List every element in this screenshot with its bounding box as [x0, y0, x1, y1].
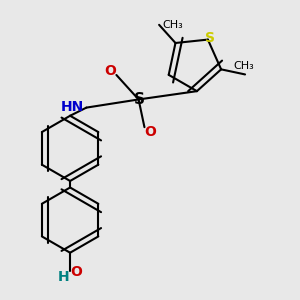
Text: O: O	[70, 265, 82, 279]
Text: S: S	[134, 92, 145, 107]
Text: O: O	[144, 125, 156, 139]
Text: CH₃: CH₃	[162, 20, 183, 30]
Text: O: O	[105, 64, 116, 78]
Text: S: S	[206, 31, 215, 45]
Text: HN: HN	[61, 100, 84, 114]
Text: CH₃: CH₃	[233, 61, 254, 70]
Text: H: H	[58, 269, 69, 284]
